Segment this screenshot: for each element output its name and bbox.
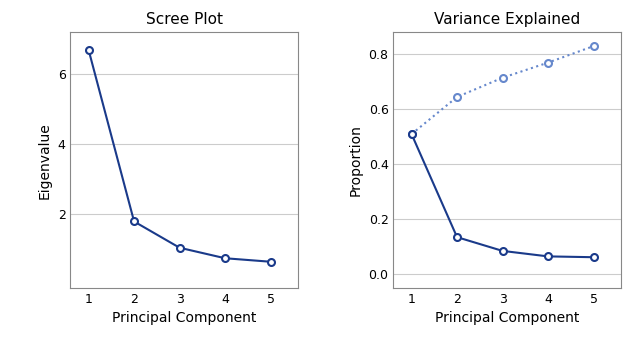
Title: Variance Explained: Variance Explained [434, 12, 580, 27]
Title: Scree Plot: Scree Plot [146, 12, 223, 27]
X-axis label: Principal Component: Principal Component [112, 311, 256, 325]
Y-axis label: Proportion: Proportion [349, 124, 363, 196]
Y-axis label: Eigenvalue: Eigenvalue [38, 122, 52, 199]
X-axis label: Principal Component: Principal Component [435, 311, 579, 325]
